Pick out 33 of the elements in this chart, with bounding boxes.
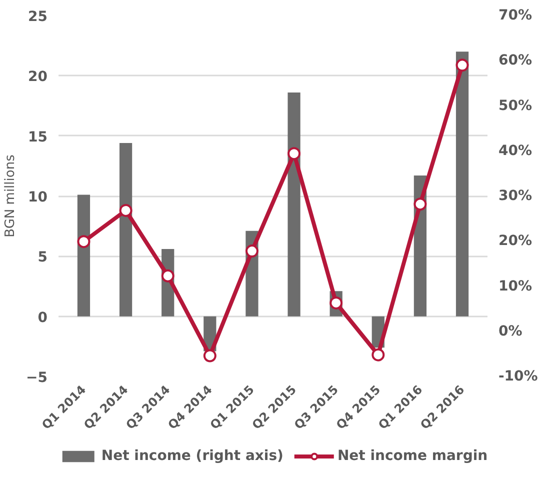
bar	[77, 194, 90, 316]
point	[203, 349, 216, 362]
y2-tick-label: 40%	[498, 142, 532, 159]
point	[414, 198, 427, 211]
y2-tick-label: 0%	[498, 323, 522, 340]
y-tick-label: 0	[38, 310, 48, 326]
point	[288, 147, 301, 160]
y2-tick-label: 50%	[498, 98, 532, 114]
y-tick-label: 15	[28, 129, 48, 146]
legend-label: Net income (right axis)	[101, 448, 284, 464]
y-tick-label: 25	[28, 9, 48, 25]
y2-tick-label: 60%	[498, 52, 532, 69]
point	[77, 235, 90, 248]
point	[161, 269, 174, 282]
legend-label: Net income margin	[337, 448, 488, 464]
y-tick-label: 10	[28, 190, 48, 206]
y-tick-label: 20	[28, 69, 48, 86]
y-tick-label: 5	[38, 250, 48, 266]
point	[119, 204, 132, 217]
y-tick-label: −5	[26, 370, 48, 386]
y2-tick-label: 10%	[498, 278, 532, 294]
y2-tick-label: 20%	[498, 233, 532, 250]
point	[372, 348, 385, 362]
y2-tick-label: 30%	[498, 188, 532, 204]
point	[330, 296, 343, 310]
y2-tick-label: -10%	[498, 368, 538, 384]
bar	[456, 52, 469, 316]
point	[456, 58, 469, 72]
bar	[119, 143, 132, 316]
point	[245, 244, 258, 258]
y-axis-title: BGN millions	[3, 154, 18, 238]
y2-tick-label: 70%	[498, 8, 532, 24]
bar	[288, 92, 300, 316]
